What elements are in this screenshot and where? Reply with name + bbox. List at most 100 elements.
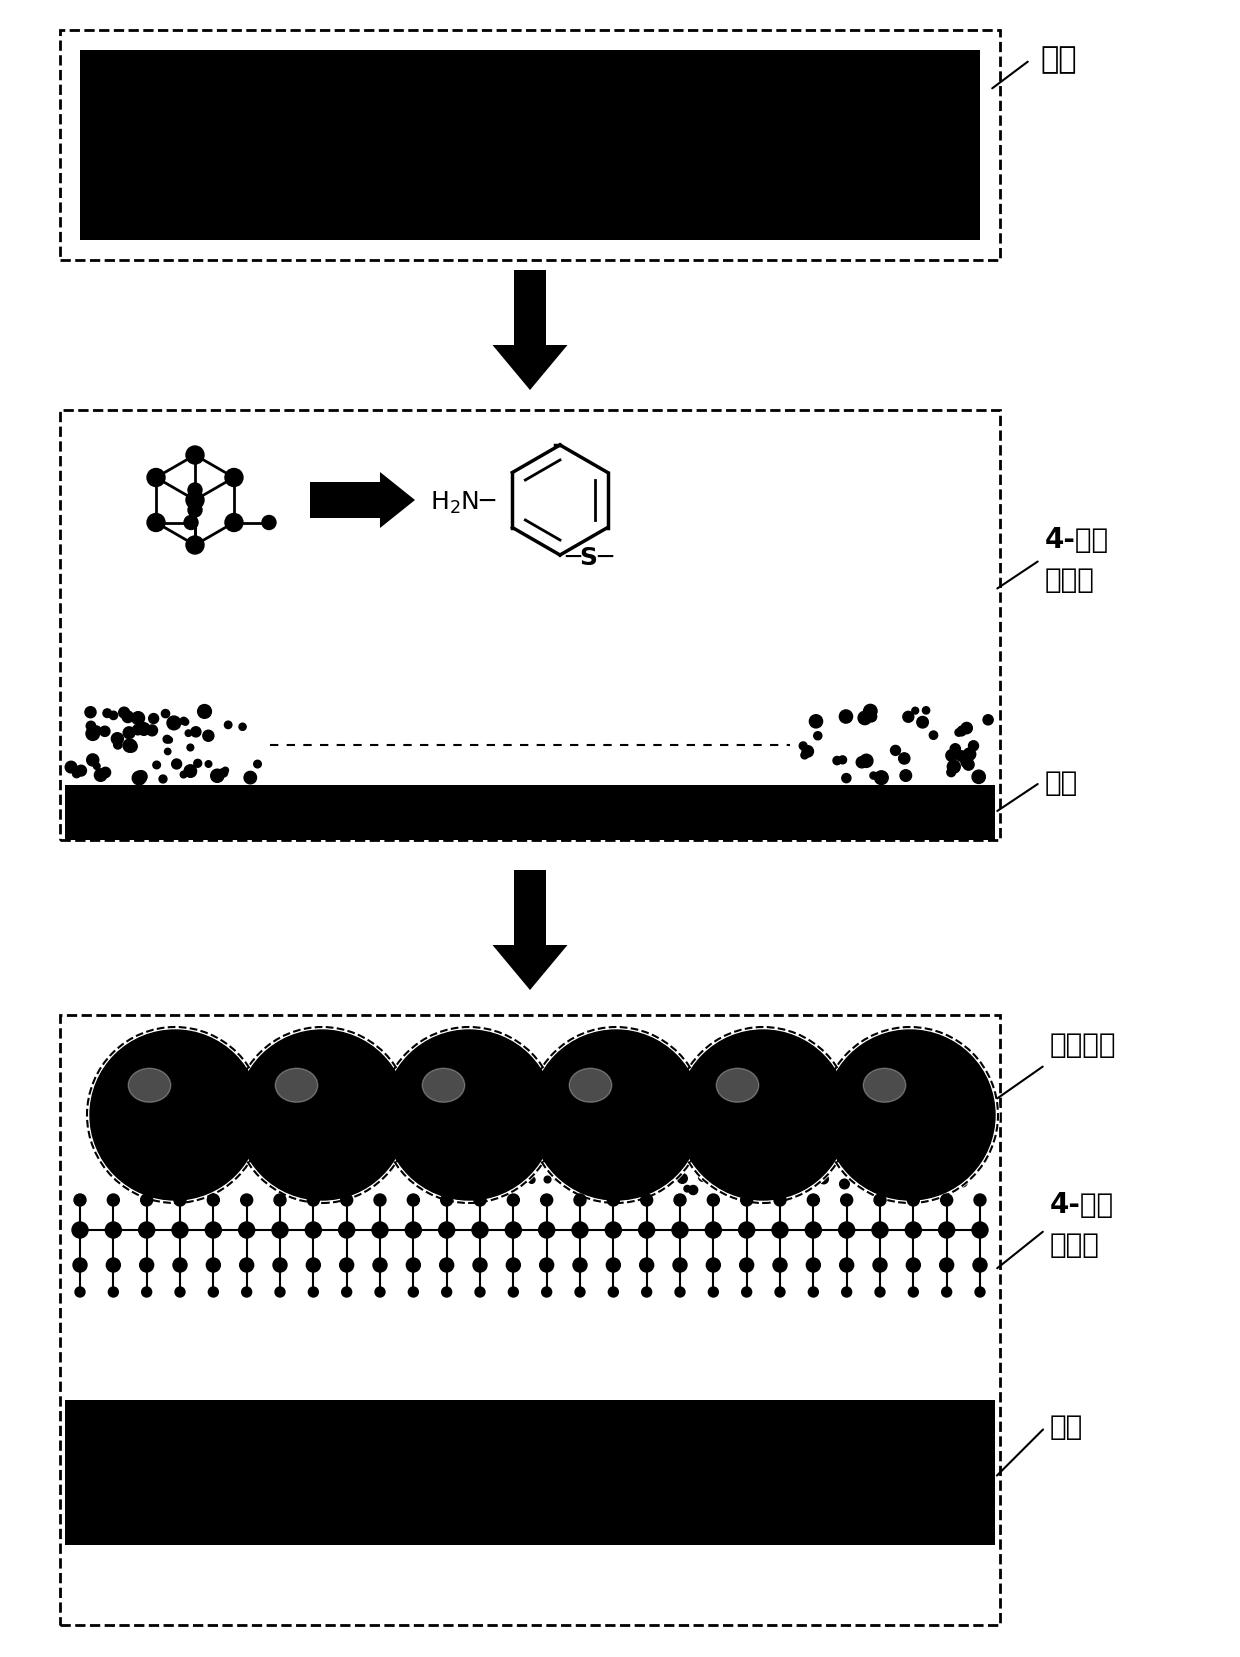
Ellipse shape <box>569 1069 611 1102</box>
Circle shape <box>205 761 212 767</box>
Circle shape <box>262 515 277 530</box>
Circle shape <box>890 746 900 756</box>
Circle shape <box>923 708 930 714</box>
Circle shape <box>105 1221 122 1238</box>
Circle shape <box>272 1221 288 1238</box>
Circle shape <box>967 751 976 759</box>
Circle shape <box>87 754 99 766</box>
Circle shape <box>909 1185 916 1193</box>
Circle shape <box>858 711 872 724</box>
Circle shape <box>941 1287 951 1297</box>
Circle shape <box>275 1287 285 1297</box>
Circle shape <box>141 1287 151 1297</box>
Circle shape <box>531 1031 701 1200</box>
Circle shape <box>707 1195 719 1206</box>
Circle shape <box>184 515 198 530</box>
Circle shape <box>208 1287 218 1297</box>
Circle shape <box>739 1221 755 1238</box>
Circle shape <box>213 1178 222 1186</box>
Circle shape <box>672 1221 688 1238</box>
Circle shape <box>947 761 960 774</box>
Circle shape <box>574 1195 587 1206</box>
Circle shape <box>810 714 822 727</box>
Circle shape <box>675 1287 684 1297</box>
Circle shape <box>186 767 196 777</box>
Circle shape <box>609 1287 619 1297</box>
Circle shape <box>820 1175 828 1183</box>
Bar <box>64 1400 994 1544</box>
Circle shape <box>125 741 138 752</box>
Circle shape <box>538 1221 554 1238</box>
Circle shape <box>874 1195 887 1206</box>
Circle shape <box>274 1195 286 1206</box>
Circle shape <box>947 767 956 777</box>
Circle shape <box>900 771 911 782</box>
Circle shape <box>589 1153 601 1165</box>
Circle shape <box>123 727 135 739</box>
Circle shape <box>775 1287 785 1297</box>
Circle shape <box>148 514 165 532</box>
Circle shape <box>957 726 967 736</box>
Circle shape <box>641 1181 647 1186</box>
Text: ─S─: ─S─ <box>565 547 613 570</box>
Circle shape <box>187 744 193 751</box>
Circle shape <box>159 1168 167 1176</box>
Circle shape <box>675 1195 686 1206</box>
Circle shape <box>842 774 851 782</box>
Circle shape <box>114 741 122 749</box>
Circle shape <box>219 769 228 777</box>
Circle shape <box>172 1221 188 1238</box>
Circle shape <box>916 716 929 727</box>
Text: 金膜: 金膜 <box>1050 1413 1084 1442</box>
Circle shape <box>839 709 853 722</box>
Circle shape <box>161 709 170 717</box>
Circle shape <box>639 1221 655 1238</box>
Circle shape <box>870 772 877 779</box>
Circle shape <box>373 1258 387 1273</box>
Circle shape <box>975 1287 985 1297</box>
Circle shape <box>112 732 124 744</box>
Circle shape <box>405 1221 422 1238</box>
Text: 4-氨基: 4-氨基 <box>1050 1191 1114 1220</box>
Circle shape <box>308 1195 320 1206</box>
Circle shape <box>905 1221 921 1238</box>
Circle shape <box>239 722 247 731</box>
Circle shape <box>193 759 202 767</box>
Circle shape <box>950 744 961 754</box>
Circle shape <box>673 1258 687 1273</box>
Circle shape <box>233 1026 410 1205</box>
Circle shape <box>838 756 847 764</box>
Circle shape <box>99 726 110 736</box>
Circle shape <box>678 1031 848 1200</box>
Circle shape <box>115 1163 124 1171</box>
Circle shape <box>821 1026 999 1205</box>
Circle shape <box>899 752 910 764</box>
Circle shape <box>86 727 99 741</box>
Circle shape <box>939 1221 955 1238</box>
Circle shape <box>983 714 993 724</box>
Circle shape <box>148 469 165 487</box>
Circle shape <box>340 1258 353 1273</box>
Circle shape <box>875 1287 885 1297</box>
Circle shape <box>929 731 937 739</box>
Circle shape <box>360 1167 371 1176</box>
Circle shape <box>119 708 129 717</box>
Circle shape <box>708 1287 718 1297</box>
Text: 金膜: 金膜 <box>1040 45 1076 75</box>
Circle shape <box>813 732 822 739</box>
Circle shape <box>108 1287 118 1297</box>
Circle shape <box>675 1026 852 1205</box>
Circle shape <box>224 514 243 532</box>
Circle shape <box>640 1258 653 1273</box>
Circle shape <box>973 1258 987 1273</box>
Circle shape <box>87 721 95 731</box>
Circle shape <box>92 726 100 736</box>
Circle shape <box>475 1287 485 1297</box>
Circle shape <box>91 1031 260 1200</box>
Circle shape <box>239 1258 254 1273</box>
Ellipse shape <box>863 1069 905 1102</box>
Circle shape <box>244 772 257 784</box>
Circle shape <box>138 722 150 736</box>
Circle shape <box>203 731 213 741</box>
Circle shape <box>224 469 243 487</box>
